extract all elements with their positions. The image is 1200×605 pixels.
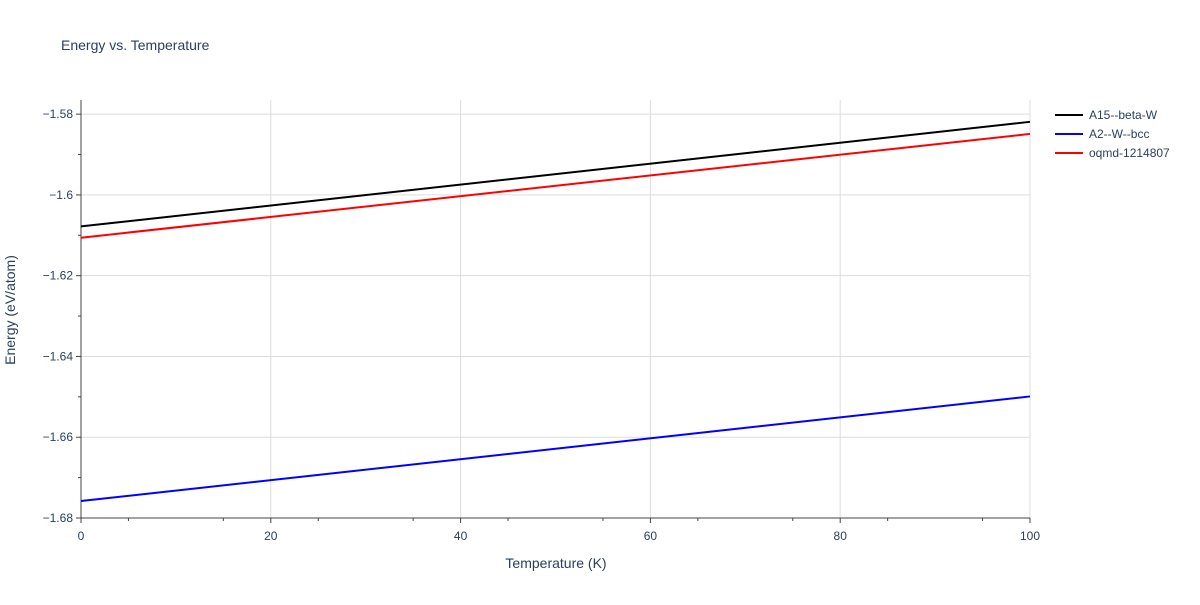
x-tick-label: 40 <box>454 529 468 543</box>
series-lines <box>80 120 1031 503</box>
x-tick-label: 0 <box>78 529 85 543</box>
legend-label: oqmd-1214807 <box>1089 146 1170 160</box>
y-tick-label: −1.62 <box>43 269 74 283</box>
legend-label: A2--W--bcc <box>1089 127 1149 141</box>
axes: 0 20 40 60 80 100 −1.68 −1.66 −1.64 −1.62 −1.6 −1.5… <box>43 100 1040 543</box>
chart-title: Energy vs. Temperature <box>61 37 210 53</box>
grid-lines <box>81 100 1031 519</box>
x-tick-label: 20 <box>264 529 278 543</box>
y-tick-label: −1.64 <box>43 349 74 363</box>
y-tick-label: −1.58 <box>43 107 74 121</box>
y-axis-title: Energy (eV/atom) <box>2 255 18 365</box>
y-tick-label: −1.66 <box>43 430 74 444</box>
series-line-oqmd-1214807 <box>80 132 1031 239</box>
legend-item[interactable]: oqmd-1214807 <box>1055 146 1170 160</box>
legend-item[interactable]: A2--W--bcc <box>1055 127 1149 141</box>
x-axis-title: Temperature (K) <box>505 555 606 571</box>
series-line-a15-beta-w <box>80 120 1031 228</box>
y-tick-label: −1.6 <box>49 188 73 202</box>
x-tick-label: 80 <box>834 529 848 543</box>
legend-label: A15--beta-W <box>1089 108 1158 122</box>
series-line-a2-w-bcc <box>80 395 1031 503</box>
x-tick-label: 60 <box>644 529 658 543</box>
x-tick-label: 100 <box>1020 529 1040 543</box>
legend[interactable]: A15--beta-W A2--W--bcc oqmd-1214807 <box>1055 108 1170 160</box>
y-tick-label: −1.68 <box>43 511 74 525</box>
legend-item[interactable]: A15--beta-W <box>1055 108 1158 122</box>
